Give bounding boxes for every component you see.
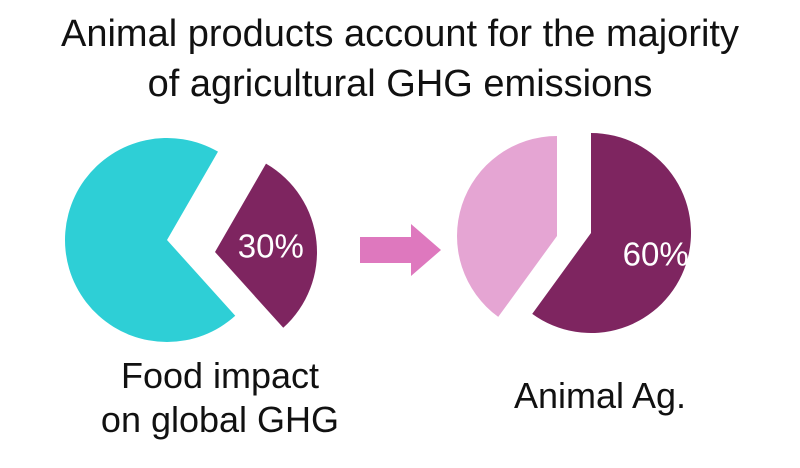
pie-slice-label-food-impact: 30% bbox=[238, 228, 304, 265]
pie-chart-animal-ag: 60% bbox=[457, 133, 691, 333]
pie-chart-food-impact: 30% bbox=[65, 138, 318, 342]
title-line-2: of agricultural GHG emissions bbox=[147, 63, 653, 105]
caption-food-impact: Food impact on global GHG bbox=[60, 354, 380, 442]
right-arrow-icon bbox=[360, 224, 441, 276]
caption-animal-ag: Animal Ag. bbox=[460, 374, 740, 418]
caption-food-impact-line-1: Food impact bbox=[120, 355, 320, 396]
arrow-head bbox=[411, 224, 441, 276]
caption-food-impact-line-2: on global GHG bbox=[100, 399, 340, 440]
pie-slice-animal-ag-1 bbox=[457, 136, 557, 317]
pie-slice-food-impact-1 bbox=[65, 138, 236, 342]
arrow-shaft bbox=[360, 237, 414, 263]
pie-slice-food-impact-0 bbox=[215, 163, 318, 328]
title-line-1: Animal products account for the majority bbox=[61, 13, 739, 55]
pie-slice-animal-ag-0 bbox=[532, 133, 691, 333]
pie-slice-label-animal-ag: 60% bbox=[623, 236, 689, 273]
caption-animal-ag-line-1: Animal Ag. bbox=[513, 375, 687, 416]
